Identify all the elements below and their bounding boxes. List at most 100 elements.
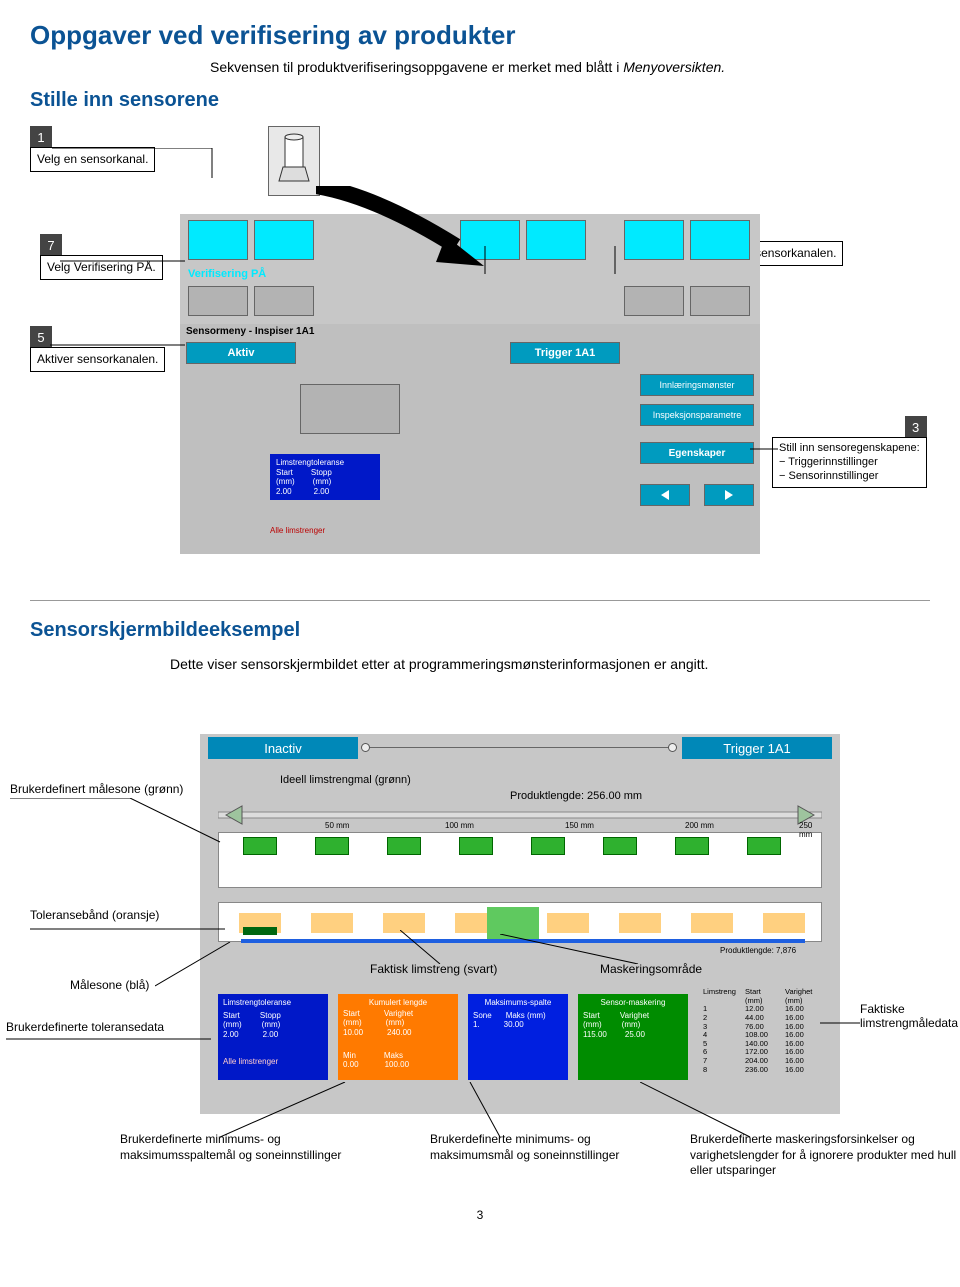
lead-faktisk: [400, 930, 460, 964]
ds1: [243, 927, 277, 935]
step-3: 3 Still inn sensoregenskapene: − Trigger…: [772, 416, 927, 488]
annot-3: Målesone (blå): [70, 978, 149, 992]
ibb-v: 30.00: [504, 1020, 524, 1029]
step-num-3: 3: [905, 416, 927, 438]
lead-2: [30, 924, 230, 934]
lead-b3: [640, 1082, 760, 1142]
ibo-v2: 240.00: [387, 1028, 411, 1037]
th1: Limstreng: [703, 988, 739, 997]
ibb-z: 1.: [473, 1020, 480, 1029]
ibo-s: Start: [343, 1009, 360, 1018]
grey-btn-2[interactable]: [254, 286, 314, 316]
ibg-v2: 25.00: [625, 1030, 645, 1039]
gs3: [387, 837, 421, 855]
cyan-btn-1[interactable]: [188, 220, 248, 260]
ibb-m: Maks (mm): [506, 1011, 546, 1020]
trigger2-button[interactable]: Trigger 1A1: [682, 737, 832, 759]
alle-limstrenger-label: Alle limstrenger: [270, 526, 325, 535]
ibg-m2: (mm): [622, 1020, 641, 1029]
ibb-s: Sone: [473, 1011, 492, 1020]
tol-title: Limstrengtoleranse: [276, 458, 374, 468]
step-3-text: Still inn sensoregenskapene: − Triggerin…: [772, 437, 927, 488]
lead-1: [10, 798, 240, 848]
step-num-7: 7: [40, 234, 62, 256]
annot-2: Toleransebånd (oransje): [30, 908, 159, 922]
topbar2: Inactiv Trigger 1A1: [200, 734, 840, 762]
sensor-screen: Inactiv Trigger 1A1 Ideell limstrengmal …: [200, 734, 840, 1114]
page-number: 3: [30, 1208, 930, 1222]
ibt-v2: 2.00: [263, 1030, 279, 1039]
step-num-1: 1: [30, 126, 52, 148]
step-num-5: 5: [30, 326, 52, 348]
aktiv-button[interactable]: Aktiv: [186, 342, 296, 364]
ibt-s: Start: [223, 1011, 240, 1020]
lead-b1: [220, 1082, 350, 1142]
tb5: [547, 913, 589, 933]
ui-lower-panel: Sensormeny - Inspiser 1A1 Aktiv Trigger …: [180, 324, 760, 554]
ibo-mv2: 100.00: [385, 1060, 409, 1069]
subtitle-1: Stille inn sensorene: [30, 89, 930, 112]
ib-tol: Limstrengtoleranse StartStopp (mm)(mm) 2…: [218, 994, 328, 1080]
grey-btn-3[interactable]: [624, 286, 684, 316]
inactiv-button[interactable]: Inactiv: [208, 737, 358, 759]
cyan-btn-2[interactable]: [254, 220, 314, 260]
lead-3: [155, 942, 235, 992]
ibo-v: Varighet: [384, 1009, 413, 1018]
tick-1: 50 mm: [325, 821, 349, 830]
grey-btn-4[interactable]: [690, 286, 750, 316]
prev-button[interactable]: [640, 484, 690, 506]
ibt-v1: 2.00: [223, 1030, 239, 1039]
ideell-label: Ideell limstrengmal (grønn): [280, 774, 411, 786]
ib-table: LimstrengStartVarighet (mm)(mm) 112.0016…: [698, 984, 826, 1092]
mask-label: Maskeringsområde: [600, 962, 702, 976]
step-3c: − Sensorinnstillinger: [779, 470, 878, 482]
separator: [30, 600, 930, 601]
midline: [364, 747, 674, 748]
inspeksjon-button[interactable]: Inspeksjonsparametre: [640, 404, 754, 426]
tb2: [311, 913, 353, 933]
tol-mm1: (mm): [276, 477, 295, 487]
sensor-icon: [268, 126, 320, 196]
ibg-m1: (mm): [583, 1020, 602, 1029]
tick-5: 250 mm: [799, 821, 821, 839]
inspect-box: [300, 384, 400, 434]
tol-stopp: Stopp: [311, 468, 332, 478]
tol-v1: 2.00: [276, 487, 292, 497]
gs8: [747, 837, 781, 855]
gs5: [531, 837, 565, 855]
lead-b2: [460, 1082, 520, 1142]
cyan-btn-6[interactable]: [690, 220, 750, 260]
sensormeny-label: Sensormeny - Inspiser 1A1: [186, 326, 314, 337]
intro-em: Menyoversikten.: [623, 59, 725, 75]
ib-blue2: Maksimums-spalte SoneMaks (mm) 1.30.00: [468, 994, 568, 1080]
section2-title: Sensorskjermbildeeksempel: [30, 619, 930, 642]
gs4: [459, 837, 493, 855]
diagram-setup: 1 Velg en sensorkanal. 7 Velg Verifiseri…: [30, 126, 930, 586]
annot-5: Faktiske limstrengmåledata: [860, 1002, 960, 1030]
ibt-m1: (mm): [223, 1020, 242, 1029]
triangle-right-icon: [725, 490, 733, 500]
tb6: [619, 913, 661, 933]
innlaering-button[interactable]: Innlæringsmønster: [640, 374, 754, 396]
egenskaper-button[interactable]: Egenskaper: [640, 442, 754, 464]
trigger-button[interactable]: Trigger 1A1: [510, 342, 620, 364]
ibg-s: Start: [583, 1011, 600, 1020]
ibg-v1: 115.00: [583, 1030, 607, 1039]
page-title: Oppgaver ved verifisering av produkter: [30, 20, 930, 51]
tol-mm2: (mm): [313, 477, 332, 487]
table-rows: 112.0016.00244.0016.00376.0016.004108.00…: [703, 1005, 821, 1074]
step-5-text: Aktiver sensorkanalen.: [30, 347, 165, 372]
grey-btn-1[interactable]: [188, 286, 248, 316]
verif-on-label: Verifisering PÅ: [188, 268, 273, 280]
ibt-alle: Alle limstrenger: [223, 1057, 323, 1066]
gs6: [603, 837, 637, 855]
cyan-btn-4[interactable]: [526, 220, 586, 260]
tol-v2: 2.00: [314, 487, 330, 497]
gs2: [315, 837, 349, 855]
next-button[interactable]: [704, 484, 754, 506]
ibo-mv1: 0.00: [343, 1060, 359, 1069]
lead-mask: [500, 934, 640, 964]
diagram-sensor-screen: Brukerdefinert målesone (grønn) Tolerans…: [30, 682, 930, 1202]
lead-4: [6, 1034, 216, 1044]
prodlen2-label: Produktlengde: 7,876: [720, 946, 796, 955]
